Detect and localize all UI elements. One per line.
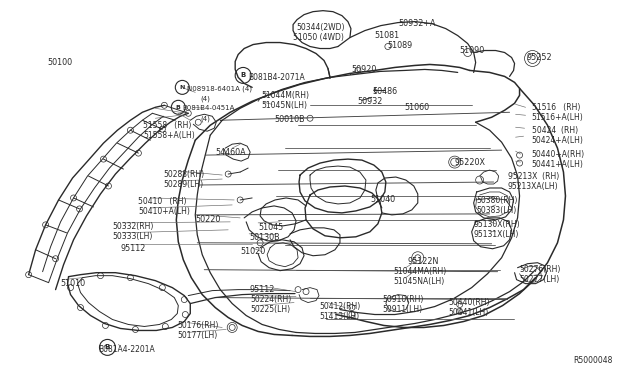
Text: 50910(RH): 50910(RH): [382, 295, 423, 304]
Text: 54460A: 54460A: [215, 148, 246, 157]
Text: 50383(LH): 50383(LH): [477, 206, 517, 215]
Text: 51044MA(RH): 51044MA(RH): [394, 267, 447, 276]
Text: 50276(RH): 50276(RH): [520, 265, 561, 274]
Text: 50440(RH): 50440(RH): [449, 298, 490, 307]
Text: 50932: 50932: [357, 97, 382, 106]
Text: 51090: 51090: [460, 45, 485, 55]
Text: 50010B: 50010B: [274, 115, 305, 124]
Text: 51558+A(LH): 51558+A(LH): [143, 131, 195, 140]
Text: 51040: 51040: [370, 195, 395, 204]
Text: B081A4-2201A: B081A4-2201A: [99, 346, 156, 355]
Text: 50288(RH): 50288(RH): [163, 170, 204, 179]
Text: B: B: [241, 73, 246, 78]
Text: 50344(2WD): 50344(2WD): [296, 23, 344, 32]
Text: B: B: [176, 105, 180, 110]
Text: 51050 (4WD): 51050 (4WD): [293, 33, 344, 42]
Text: 51010: 51010: [61, 279, 86, 288]
Text: 50412(RH): 50412(RH): [319, 302, 360, 311]
Text: (4): (4): [200, 115, 210, 122]
Text: 50911(LH): 50911(LH): [382, 305, 422, 314]
Text: 95130X(RH): 95130X(RH): [474, 220, 520, 229]
Text: 50225(LH): 50225(LH): [250, 305, 291, 314]
Text: 50440+A(RH): 50440+A(RH): [532, 150, 585, 159]
Text: 51045: 51045: [258, 223, 284, 232]
Text: 95112: 95112: [249, 285, 275, 294]
Text: 50380(RH): 50380(RH): [477, 196, 518, 205]
Text: 51020: 51020: [240, 247, 266, 256]
Text: 51045NA(LH): 51045NA(LH): [394, 277, 445, 286]
Text: 50920: 50920: [351, 65, 376, 74]
Text: 95213X  (RH): 95213X (RH): [508, 172, 559, 181]
Text: 51413(LH): 51413(LH): [319, 311, 359, 321]
Text: N: N: [180, 85, 185, 90]
Text: 50486: 50486: [372, 87, 397, 96]
Text: 95112: 95112: [120, 244, 146, 253]
Text: 50424  (RH): 50424 (RH): [532, 126, 578, 135]
Text: 51081: 51081: [374, 31, 399, 39]
Text: 95131X(LH): 95131X(LH): [474, 230, 519, 239]
Text: B: B: [105, 344, 110, 350]
Text: 51089: 51089: [388, 41, 413, 49]
Text: 50410+A(LH): 50410+A(LH): [138, 207, 190, 216]
Text: 50410   (RH): 50410 (RH): [138, 197, 187, 206]
Text: 50100: 50100: [47, 58, 73, 67]
Text: 50130B: 50130B: [249, 233, 280, 242]
Text: B081B4-0451A: B081B4-0451A: [182, 105, 235, 111]
Text: 51045N(LH): 51045N(LH): [261, 101, 307, 110]
Text: 51516   (RH): 51516 (RH): [532, 103, 580, 112]
Text: 51558   (RH): 51558 (RH): [143, 121, 192, 130]
Text: 50932+A: 50932+A: [399, 19, 436, 28]
Text: R5000048: R5000048: [573, 356, 613, 365]
Text: 50177(LH): 50177(LH): [177, 331, 218, 340]
Text: 51516+A(LH): 51516+A(LH): [532, 113, 583, 122]
Text: 50289(LH): 50289(LH): [163, 180, 204, 189]
Text: 50332(RH): 50332(RH): [113, 222, 154, 231]
Text: (4): (4): [200, 95, 210, 102]
Text: 50441+A(LH): 50441+A(LH): [532, 160, 584, 169]
Text: 50424+A(LH): 50424+A(LH): [532, 136, 584, 145]
Text: 51060: 51060: [405, 103, 430, 112]
Text: 95220X: 95220X: [454, 158, 486, 167]
Text: 50224(RH): 50224(RH): [250, 295, 291, 304]
Text: 50220: 50220: [195, 215, 221, 224]
Text: B081B4-2071A: B081B4-2071A: [248, 73, 305, 83]
Text: 95122N: 95122N: [408, 257, 439, 266]
Text: 50176(RH): 50176(RH): [177, 321, 219, 330]
Text: 95213XA(LH): 95213XA(LH): [508, 182, 558, 191]
Text: N08918-6401A (4): N08918-6401A (4): [188, 86, 252, 92]
Text: 50441(LH): 50441(LH): [449, 308, 489, 317]
Text: 50333(LH): 50333(LH): [113, 232, 153, 241]
Text: 50277(LH): 50277(LH): [520, 275, 560, 284]
Text: 95252: 95252: [527, 52, 552, 61]
Text: 51044M(RH): 51044M(RH): [261, 92, 309, 100]
